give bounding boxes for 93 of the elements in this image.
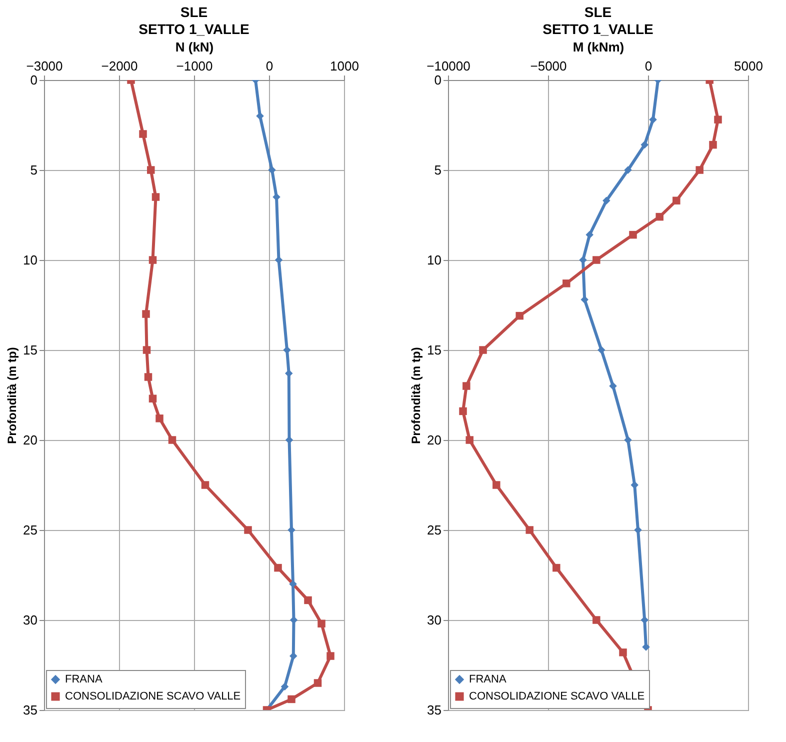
point: [142, 346, 151, 354]
point: [288, 695, 296, 704]
point: [139, 130, 147, 138]
point: [479, 346, 487, 354]
point: [592, 256, 600, 264]
y-tick-label: 15: [427, 342, 442, 358]
point: [459, 407, 467, 416]
point: [592, 616, 600, 624]
point: [147, 166, 155, 174]
chart-title: SLE: [180, 4, 208, 20]
x-tick-label: −3000: [26, 58, 63, 74]
point: [152, 193, 160, 201]
x-tick-label: −2000: [101, 58, 138, 74]
point: [142, 310, 150, 318]
point: [586, 230, 594, 239]
chart-subtitle: SETTO 1_VALLE: [138, 21, 250, 37]
point: [318, 620, 326, 628]
point: [642, 643, 650, 651]
y-tick-label: 35: [427, 702, 442, 718]
point: [602, 196, 610, 204]
y-tick-label: 5: [30, 162, 38, 178]
y-tick-label: 10: [427, 252, 442, 268]
y-tick-label: 20: [23, 432, 38, 448]
point: [144, 373, 152, 381]
legend-label: FRANA: [469, 674, 507, 686]
y-axis-title: Profondità (m tp): [5, 347, 20, 444]
point: [244, 526, 252, 534]
point: [624, 166, 632, 174]
y-tick-label: 20: [427, 432, 442, 448]
point: [640, 616, 648, 624]
point: [280, 682, 289, 690]
point: [526, 526, 534, 534]
point: [552, 564, 560, 572]
point: [156, 414, 164, 422]
point: [609, 382, 617, 390]
point: [656, 212, 664, 221]
y-tick-label: 15: [23, 342, 38, 358]
point: [619, 648, 627, 656]
point: [640, 140, 648, 149]
point: [462, 382, 470, 390]
point: [289, 580, 297, 588]
legend-label: CONSOLIDAZIONE SCAVO VALLE: [469, 690, 645, 702]
point: [256, 112, 264, 120]
point: [466, 436, 474, 444]
point: [672, 196, 680, 204]
x-tick-label: 1000: [330, 58, 359, 74]
y-tick-label: 35: [23, 702, 38, 718]
chart-title: SLE: [584, 4, 612, 20]
y-tick-label: 10: [23, 252, 38, 268]
point: [709, 140, 717, 149]
point: [624, 436, 632, 444]
point: [148, 394, 157, 402]
y-axis-title: Profondità (m tp): [409, 347, 424, 444]
y-tick-label: 0: [30, 72, 38, 88]
point: [579, 256, 587, 264]
point: [274, 564, 282, 572]
point: [634, 526, 642, 534]
point: [516, 312, 524, 320]
x-tick-label: −10000: [426, 58, 470, 74]
legend-label: CONSOLIDAZIONE SCAVO VALLE: [65, 690, 241, 702]
point: [148, 256, 157, 264]
x-axis-title: M (kNm): [572, 40, 624, 54]
point: [314, 679, 322, 687]
point: [492, 481, 500, 489]
x-axis-title: N (kN): [175, 40, 214, 54]
x-tick-label: −5000: [530, 58, 567, 74]
y-tick-label: 30: [427, 612, 442, 628]
chart-subtitle: SETTO 1_VALLE: [542, 21, 654, 37]
x-tick-label: −1000: [176, 58, 213, 74]
point: [272, 193, 280, 201]
legend-label: FRANA: [65, 674, 103, 686]
y-tick-label: 0: [434, 72, 442, 88]
point: [268, 166, 276, 174]
y-tick-label: 25: [427, 522, 442, 538]
point: [326, 652, 334, 660]
point: [562, 280, 570, 288]
point: [168, 436, 176, 444]
point: [283, 346, 291, 354]
point: [201, 481, 210, 489]
y-tick-label: 25: [23, 522, 38, 538]
x-tick-label: 5000: [734, 58, 763, 74]
x-tick-label: 0: [644, 58, 652, 74]
point: [630, 481, 638, 489]
point: [696, 166, 704, 174]
point: [288, 526, 296, 534]
point: [649, 116, 657, 124]
point: [629, 230, 637, 239]
point: [714, 116, 722, 124]
y-tick-label: 30: [23, 612, 38, 628]
x-tick-label: 0: [266, 58, 274, 74]
point: [598, 346, 606, 354]
y-tick-label: 5: [434, 162, 442, 178]
point: [304, 596, 312, 604]
